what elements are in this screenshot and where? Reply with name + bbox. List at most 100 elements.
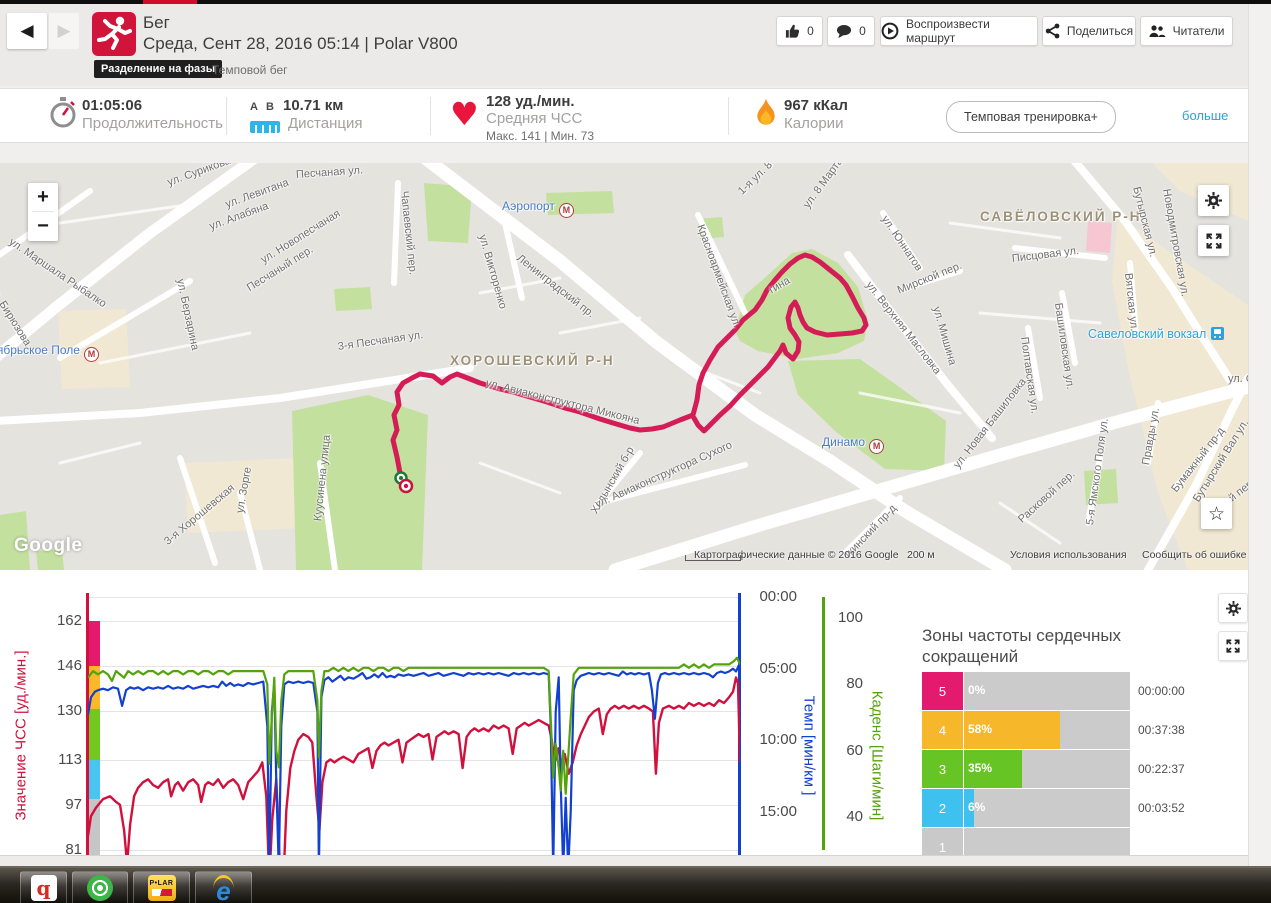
taskbar-app-ie[interactable]: e xyxy=(195,871,252,903)
street-label: Полтавская ул. xyxy=(1018,336,1041,415)
expand-icon xyxy=(1226,639,1240,653)
gridline xyxy=(88,621,740,622)
zone-number: 1 xyxy=(922,828,963,855)
zone-number: 5 xyxy=(922,672,963,710)
street-label: ул. 8 Марта xyxy=(801,163,846,211)
metro-icon: М xyxy=(558,203,574,218)
ruler-icon xyxy=(250,121,280,133)
street-label: ул. Берзарина xyxy=(174,277,201,352)
route-map[interactable]: ХОРОШЕВСКИЙ Р-Н САВЁЛОВСКИЙ Р-Н Аэропорт М Д… xyxy=(0,163,1248,570)
zone-bar-track: 58% xyxy=(964,711,1130,749)
train-icon xyxy=(1211,327,1225,340)
tick-label: 113 xyxy=(58,750,82,768)
google-logo[interactable]: Google xyxy=(14,535,83,556)
replay-route-button[interactable]: Воспроизвести маршрут xyxy=(880,16,1038,46)
map-scale-bar xyxy=(685,555,741,561)
chart-settings-button[interactable] xyxy=(1218,593,1248,623)
street-label: Ленинградский пр. xyxy=(514,252,597,321)
gridline xyxy=(88,711,740,713)
replay-route-label: Воспроизвести маршрут xyxy=(906,17,990,45)
summary-stats-bar: 01:05:06 Продолжительность A B 10.71 км … xyxy=(0,88,1271,143)
chart-fullscreen-button[interactable] xyxy=(1218,631,1248,661)
browser-scrollbar[interactable] xyxy=(1248,4,1271,866)
zone-bar-track: 35% xyxy=(964,750,1130,788)
forward-button[interactable]: ▶ xyxy=(49,13,79,49)
tick-label: 10:00 xyxy=(759,731,797,749)
report-error-link[interactable]: Сообщить об ошибке на карте xyxy=(1142,549,1248,561)
calories-value: 967 кКал xyxy=(784,97,848,114)
phases-badge[interactable]: Разделение на фазы xyxy=(94,60,223,78)
tick-label: 40 xyxy=(846,808,863,825)
zone-bar-fill xyxy=(964,789,974,827)
map-fullscreen-button[interactable] xyxy=(1198,225,1229,256)
map-settings-button[interactable] xyxy=(1198,185,1229,216)
zone-number: 3 xyxy=(922,750,963,788)
gear-icon xyxy=(1205,192,1222,209)
zone-band-segment xyxy=(89,759,100,800)
zone-bar-track: 0% xyxy=(964,672,1130,710)
training-type-button[interactable]: Темповая тренировка+ xyxy=(946,101,1116,133)
street-label: Расковой пер. xyxy=(1015,468,1078,526)
zone-time: 00:37:38 xyxy=(1138,723,1185,737)
metro-station-label: Аэропорт М xyxy=(502,199,574,218)
calories-label: Калории xyxy=(784,115,844,132)
street-label: Чапаевский пер. xyxy=(398,190,419,276)
comment-button[interactable]: 0 xyxy=(827,16,875,46)
street-label: гина xyxy=(767,274,793,297)
taskbar-app-2[interactable] xyxy=(72,871,128,903)
zoom-out-button[interactable]: − xyxy=(37,214,49,237)
hr-minmax: Макс. 141 | Мин. 73 xyxy=(486,129,595,143)
zone-percent: 58% xyxy=(968,722,993,736)
tick-label: 162 xyxy=(56,612,82,629)
share-button[interactable]: Поделиться xyxy=(1042,16,1136,46)
street-label: Башиловская ул. xyxy=(1052,302,1077,391)
street-label: Вятская ул. xyxy=(1122,272,1141,332)
header: ◀ ▶ Бег Среда, Сент 28, 2016 05:14 | Pol… xyxy=(0,4,1271,86)
district-label: ХОРОШЕВСКИЙ Р-Н xyxy=(450,353,615,368)
street-label: Красноармейская ул. xyxy=(694,222,743,330)
zoom-in-button[interactable]: + xyxy=(37,185,49,208)
like-count: 0 xyxy=(807,24,814,38)
tick-label: 146 xyxy=(56,657,82,675)
route-end-marker xyxy=(398,478,414,494)
people-icon xyxy=(1149,24,1166,38)
street-label: ул. Бирюзова xyxy=(0,283,34,349)
training-chart-section: 162 146 130 113 97 81 00:00 05:00 10:00 15:00 10… xyxy=(0,585,1248,855)
taskbar-app-1[interactable]: q xyxy=(20,871,67,903)
hr-zone-row: 3 35% 00:22:37 xyxy=(922,750,1212,788)
tick-label: 15:00 xyxy=(759,802,797,820)
tick-label: 05:00 xyxy=(759,659,797,677)
zone-band-segment xyxy=(89,708,100,760)
zone-bar-track: 6% xyxy=(964,789,1130,827)
spacer xyxy=(0,570,1248,585)
divider xyxy=(226,97,227,135)
street-label: ул. С xyxy=(1228,373,1248,385)
hr-zone-row: 4 58% 00:37:38 xyxy=(922,711,1212,749)
hr-zones-title: Зоны частоты сердечных сокращений xyxy=(922,626,1122,667)
more-link[interactable]: больше xyxy=(1182,108,1229,123)
terms-link[interactable]: Условия использования xyxy=(1010,549,1127,561)
flame-icon xyxy=(753,96,779,134)
chart-plot[interactable] xyxy=(88,593,740,855)
expand-icon xyxy=(1206,233,1222,249)
tick-label: 130 xyxy=(56,702,82,720)
divider xyxy=(728,97,729,135)
street-label: ул. Сурикова xyxy=(165,163,233,189)
hr-zone-row: 2 6% 00:03:52 xyxy=(922,789,1212,827)
green-target-icon xyxy=(87,875,113,901)
distance-value: 10.71 км xyxy=(283,97,344,114)
map-favorite-button[interactable]: ☆ xyxy=(1201,498,1232,529)
map-scale-label: 200 м xyxy=(907,549,935,561)
gridline xyxy=(88,850,740,851)
tick-label: 60 xyxy=(846,741,863,759)
stopwatch-icon xyxy=(48,95,78,131)
divider xyxy=(430,97,431,135)
activity-title: Бег xyxy=(143,13,170,32)
zone-percent: 0% xyxy=(968,683,986,697)
street-label: 1-я ул. 8 Марта xyxy=(735,163,801,198)
like-button[interactable]: 0 xyxy=(776,16,823,46)
taskbar-app-polar[interactable]: P•LAR xyxy=(133,871,190,903)
followers-button[interactable]: Читатели xyxy=(1140,16,1233,46)
back-button[interactable]: ◀ xyxy=(7,13,47,49)
